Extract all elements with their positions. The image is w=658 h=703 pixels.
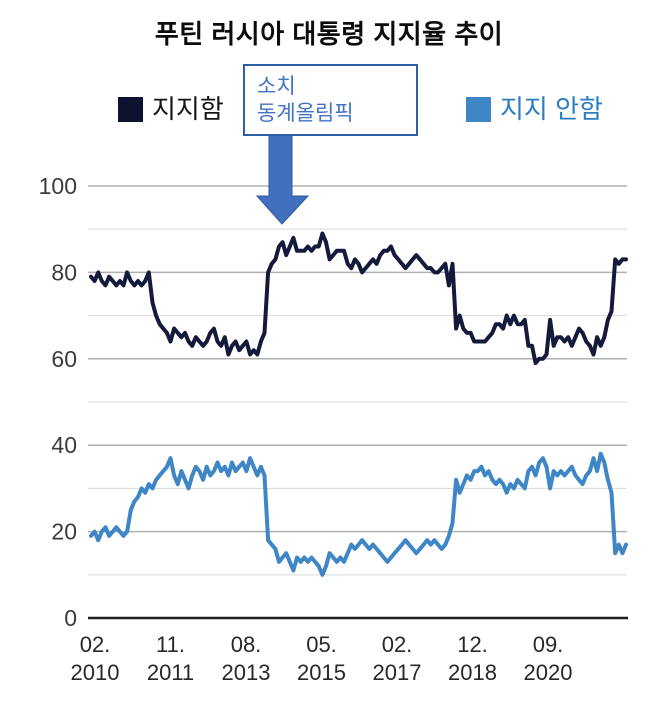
approve-line-series (89, 231, 628, 366)
disapprove-line-series (89, 451, 628, 577)
legend-item-disapprove: 지지 안함 (466, 96, 603, 122)
y-axis-tick-label: 80 (51, 259, 77, 285)
x-axis-tick-year: 2020 (524, 660, 573, 685)
legend-item-approve: 지지함 (118, 96, 224, 122)
x-axis-tick-month: 12. (457, 632, 488, 657)
x-axis-tick-month: 02. (382, 632, 413, 657)
y-axis-tick-label: 0 (64, 605, 77, 631)
page-title: 푸틴 러시아 대통령 지지율 추이 (154, 19, 504, 49)
y-axis-tick-label: 60 (51, 346, 77, 372)
x-axis-tick-year: 2011 (147, 660, 194, 685)
x-axis-tick-year: 2010 (71, 660, 120, 685)
legend-disapprove-label: 지지 안함 (500, 94, 603, 124)
x-axis-tick-year: 2013 (222, 660, 271, 685)
x-axis-tick-month: 11. (156, 632, 185, 657)
down-arrow-icon (255, 130, 310, 225)
x-axis-tick-month: 02. (80, 632, 111, 657)
annotation-box: 소치 동계올림픽 (243, 64, 418, 136)
x-axis-tick-year: 2018 (448, 660, 497, 685)
legend-approve-label: 지지함 (152, 94, 224, 124)
annotation-line2: 동계올림픽 (257, 102, 354, 126)
x-axis-tick-year: 2015 (297, 660, 346, 685)
y-axis-tick-label: 20 (51, 519, 77, 545)
legend-disapprove-swatch-icon (466, 96, 491, 122)
x-axis-tick-month: 05. (306, 632, 337, 657)
annotation-line1: 소치 (257, 75, 296, 98)
x-axis-tick-year: 2017 (373, 660, 422, 685)
legend-approve-swatch-icon (118, 96, 143, 122)
x-axis-tick-month: 08. (231, 632, 262, 657)
x-axis-tick-month: 09. (533, 632, 564, 657)
y-axis-tick-label: 40 (51, 432, 77, 458)
y-axis-tick-label: 100 (39, 173, 77, 199)
